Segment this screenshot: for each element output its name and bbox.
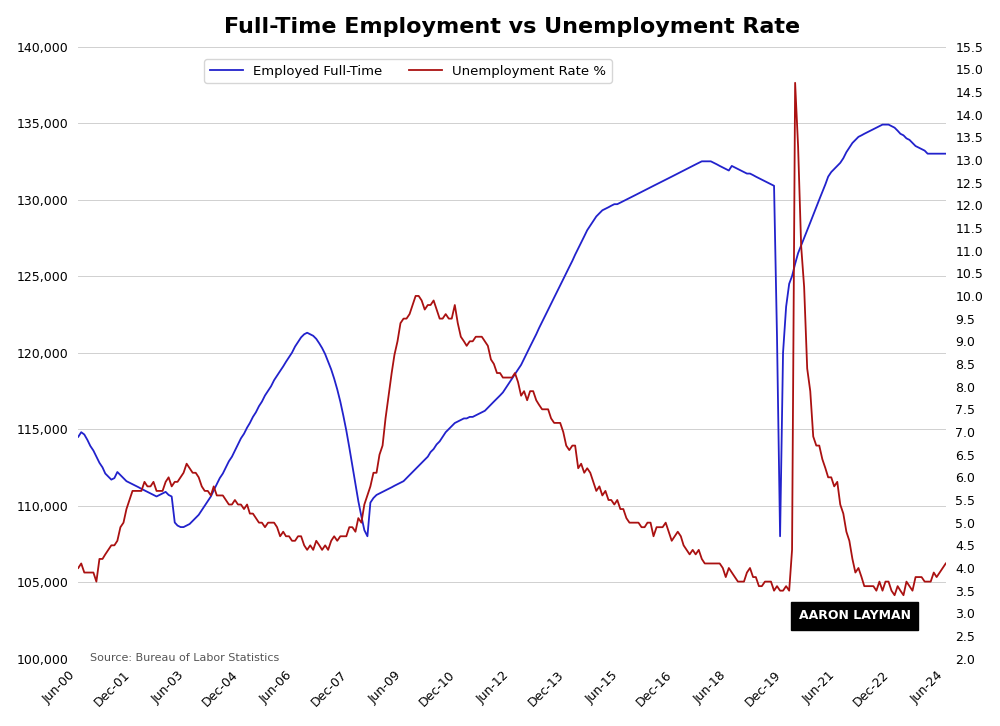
Legend: Employed Full-Time, Unemployment Rate %: Employed Full-Time, Unemployment Rate %	[204, 60, 612, 83]
Title: Full-Time Employment vs Unemployment Rate: Full-Time Employment vs Unemployment Rat…	[224, 17, 800, 37]
Text: AARON LAYMAN: AARON LAYMAN	[799, 609, 911, 622]
Line: Unemployment Rate %: Unemployment Rate %	[78, 83, 946, 595]
Text: Source: Bureau of Labor Statistics: Source: Bureau of Labor Statistics	[90, 653, 279, 663]
Line: Employed Full-Time: Employed Full-Time	[78, 125, 946, 537]
